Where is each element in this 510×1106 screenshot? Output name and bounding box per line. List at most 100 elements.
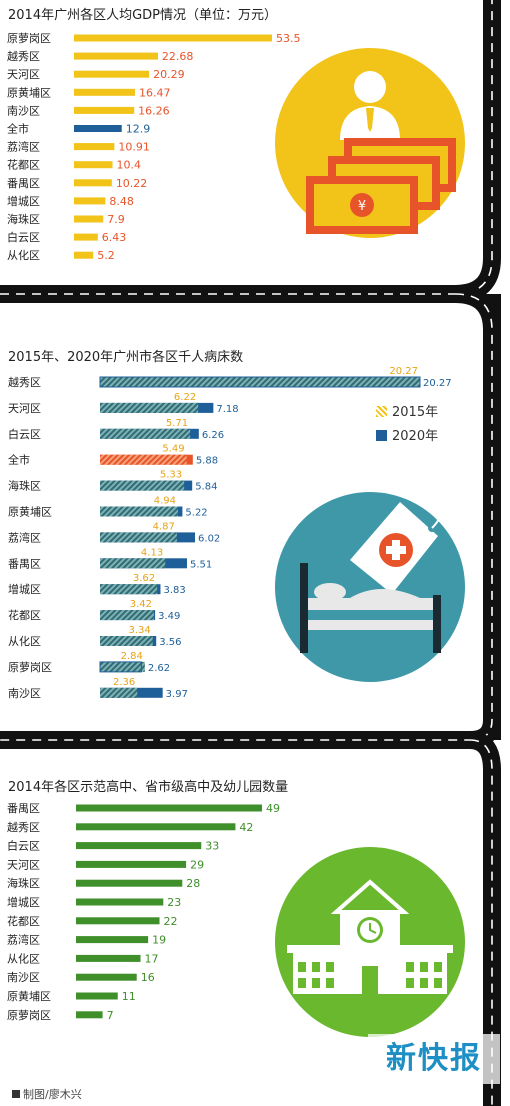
chart2-category-label: 原萝岗区: [8, 661, 52, 674]
chart2-category-label: 天河区: [8, 402, 41, 415]
chart1-category-label: 从化区: [7, 248, 40, 262]
chart3-value-label: 28: [186, 877, 200, 890]
chart1-category-label: 南沙区: [7, 104, 40, 117]
charts-layer: 原萝岗区 53.5 越秀区 22.68 天河区 20.29 原黄埔区 16.47 南沙区 16.2…: [7, 32, 452, 1022]
chart1-value-label: 10.91: [118, 141, 150, 154]
chart1-category-label: 荔湾区: [7, 140, 40, 154]
chart1-bar: [74, 125, 122, 132]
chart2-bar-2015: [100, 428, 191, 439]
chart3-value-label: 16: [141, 971, 155, 984]
chart2-bar-2015: [100, 480, 185, 491]
medical-tag-icon: [350, 499, 442, 594]
chart2-value-2020: 5.51: [190, 559, 212, 570]
chart3-category-label: 原黄埔区: [7, 989, 51, 1003]
chart2-bar-2015: [100, 532, 177, 543]
chart2-value-2015: 5.33: [160, 470, 182, 481]
chart1-category-label: 增城区: [7, 194, 40, 208]
chart1-value-label: 10.22: [116, 177, 147, 190]
chart2-value-2015: 3.62: [133, 573, 155, 584]
credit-text: 制图/廖木兴: [23, 1088, 82, 1101]
hospital-bed-icon: [300, 563, 441, 653]
chart1-value-label: 22.68: [162, 50, 194, 63]
chart2-value-2015: 2.36: [113, 677, 135, 688]
chart3-bar: [76, 917, 160, 925]
chart3-category-label: 南沙区: [7, 971, 40, 984]
chart2-category-label: 番禺区: [8, 557, 41, 570]
chart1-bar: [74, 215, 104, 223]
chart3-category-label: 越秀区: [7, 820, 40, 834]
chart2-value-2020: 2.62: [148, 663, 170, 674]
chart2-value-2020: 5.22: [185, 508, 207, 519]
yuan-icon: ¥: [350, 193, 374, 217]
chart3-value-label: 19: [152, 934, 166, 947]
chart1-bar: [74, 161, 113, 169]
chart2-value-2020: 6.26: [202, 430, 224, 441]
school-illustration: [275, 847, 465, 1037]
chart1-bar: [74, 70, 150, 78]
chart3-bar: [76, 973, 137, 981]
chart2-value-2015: 4.13: [141, 547, 163, 558]
legend-2015-swatch: [376, 406, 387, 417]
chart3-value-label: 7: [107, 1009, 114, 1022]
chart2-category-label: 全市: [8, 453, 30, 467]
chart1-bar: [74, 34, 272, 42]
chart3-category-label: 花都区: [7, 915, 40, 928]
chart3-value-label: 11: [122, 990, 136, 1003]
chart3-bar: [76, 860, 187, 868]
chart1-value-label: 53.5: [276, 32, 301, 45]
chart2-bar-2015: [100, 506, 178, 517]
chart2-bar-2015: [100, 377, 420, 387]
chart3-bar: [76, 879, 183, 887]
clock-icon: [357, 917, 383, 943]
chart2-category-label: 南沙区: [8, 687, 41, 700]
chart2-value-2020: 20.27: [423, 378, 452, 389]
chart1-value-label: 6.43: [102, 231, 127, 244]
chart2-value-2020: 7.18: [216, 404, 238, 415]
chart2-bar-2015: [100, 584, 158, 595]
chart3-bar: [76, 898, 164, 906]
chart2-value-2015: 3.42: [130, 599, 152, 610]
chart3-value-label: 29: [190, 858, 204, 871]
chart1-bar: [74, 143, 115, 151]
chart3-value-label: 23: [167, 896, 181, 909]
chart3-title: 2014年各区示范高中、省市级高中及幼儿园数量: [8, 780, 289, 795]
chart1-value-label: 12.9: [126, 123, 151, 136]
chart2-value-2015: 2.84: [121, 651, 143, 662]
chart2-category-label: 从化区: [8, 634, 41, 648]
credit-square-icon: [12, 1090, 20, 1098]
newspaper-logo: 新快报: [368, 1034, 500, 1084]
chart2-category-label: 荔湾区: [8, 530, 41, 544]
chart2-value-2020: 3.56: [159, 637, 181, 648]
chart3-value-label: 42: [239, 821, 253, 834]
chart2-value-2015: 5.71: [166, 418, 188, 429]
chart2-value-2020: 3.49: [158, 611, 180, 622]
chart2-category-label: 原黄埔区: [8, 505, 52, 519]
chart1-value-label: 16.26: [138, 104, 170, 117]
chart2-value-2015: 6.22: [174, 392, 196, 403]
chart3-category-label: 原萝岗区: [7, 1009, 51, 1022]
hospital-illustration: [275, 492, 465, 682]
chart2-value-2015: 3.34: [128, 625, 150, 636]
chart2-bar-2015: [100, 610, 154, 621]
chart3-bar: [76, 954, 141, 962]
chart3-category-label: 增城区: [7, 895, 40, 909]
chart1-title: 2014年广州各区人均GDP情况（单位：万元）: [8, 8, 278, 23]
chart2-value-2015: 5.49: [162, 444, 184, 455]
chart2-value-2020: 6.02: [198, 533, 220, 544]
chart3-bar: [76, 936, 149, 944]
chart1-category-label: 花都区: [7, 159, 40, 172]
chart1-category-label: 海珠区: [7, 212, 40, 226]
chart1-value-label: 16.47: [139, 86, 171, 99]
chart3-category-label: 番禺区: [7, 802, 40, 815]
svg-text:¥: ¥: [358, 199, 366, 214]
chart2-value-2020: 5.88: [196, 456, 218, 467]
chart1-value-label: 7.9: [107, 213, 125, 226]
chart2-category-label: 海珠区: [8, 479, 41, 493]
chart1-bar: [74, 251, 94, 259]
chart1-category-label: 原黄埔区: [7, 85, 51, 99]
chart3-value-label: 33: [205, 840, 219, 853]
chart2-bar-2015: [100, 558, 166, 569]
chart3-category-label: 从化区: [7, 951, 40, 965]
